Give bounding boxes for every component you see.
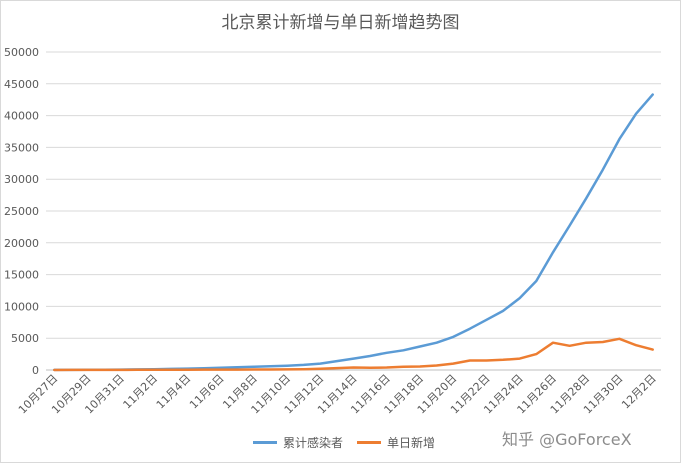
y-tick-label: 35000	[4, 141, 39, 154]
x-tick-label: 11月2日	[121, 372, 161, 412]
gridlines	[46, 51, 661, 371]
x-tick-label: 11月6日	[187, 372, 227, 412]
y-tick-label: 45000	[4, 78, 39, 91]
x-axis: 10月27日10月29日10月31日11月2日11月4日11月6日11月8日11…	[16, 372, 659, 417]
legend-swatch-daily	[357, 440, 381, 444]
legend-item-cumulative: 累计感染者	[253, 432, 343, 452]
chart-title: 北京累计新增与单日新增趋势图	[221, 13, 460, 33]
y-tick-label: 50000	[4, 46, 39, 59]
y-tick-label: 15000	[4, 269, 39, 282]
watermark: 知乎 @GoForceX	[502, 430, 632, 449]
series-lines	[53, 93, 654, 372]
y-tick-label: 25000	[4, 205, 39, 218]
y-tick-label: 40000	[4, 110, 39, 123]
y-axis: 0 5000 10000 15000 20000 25000 30000 35000 40000…	[4, 46, 39, 377]
series-line-cumulative	[53, 93, 654, 372]
y-tick-label: 30000	[4, 173, 39, 186]
x-tick-label: 11月4日	[154, 372, 194, 412]
legend-label-cumulative: 累计感染者	[283, 435, 344, 450]
y-tick-label: 20000	[4, 237, 39, 250]
legend-item-daily: 单日新增	[357, 432, 435, 452]
legend: 累计感染者 单日新增	[0, 432, 681, 452]
x-tick-label: 12月2日	[619, 372, 659, 412]
y-tick-label: 5000	[11, 332, 39, 345]
legend-swatch-cumulative	[253, 440, 277, 444]
legend-label-daily: 单日新增	[387, 435, 436, 450]
series-line-daily	[53, 337, 654, 372]
y-tick-label: 0	[32, 364, 39, 377]
y-tick-label: 10000	[4, 300, 39, 313]
